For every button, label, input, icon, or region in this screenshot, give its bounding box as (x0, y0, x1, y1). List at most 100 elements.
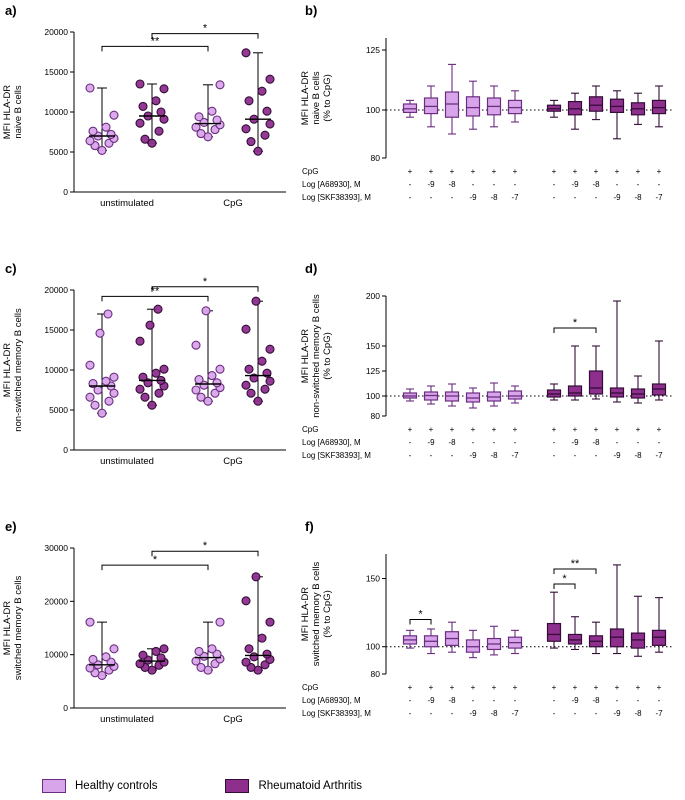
data-point (262, 649, 272, 659)
treatment-value: - (409, 709, 412, 718)
y-tick-label: 10000 (44, 365, 68, 375)
data-point (215, 364, 225, 374)
treatment-value: + (471, 425, 476, 434)
sig-bracket (101, 45, 209, 52)
data-point (265, 376, 275, 386)
treatment-value: + (636, 683, 641, 692)
data-point (207, 106, 217, 116)
treatment-value: -8 (592, 438, 600, 447)
data-point (159, 364, 169, 374)
treatment-value: + (573, 683, 578, 692)
treatment-value: - (493, 180, 496, 189)
data-point (241, 324, 251, 334)
data-point (159, 84, 169, 94)
treatment-value: + (513, 425, 518, 434)
treatment-value: - (493, 696, 496, 705)
treatment-value: - (472, 696, 475, 705)
panel-d-letter: d) (305, 261, 318, 276)
chart-switched-box: 80 100 150 MFI HLA-DR switched memory B cell… (300, 524, 685, 781)
data-point (97, 408, 107, 418)
treatment-row-label: Log [SKF38393], M (302, 193, 371, 202)
treatment-value: - (595, 451, 598, 460)
box (507, 390, 523, 400)
sig-bracket (409, 618, 432, 625)
data-point (191, 340, 201, 350)
treatment-value: -9 (469, 451, 477, 460)
y-tick-label: 80 (371, 411, 381, 421)
treatment-value: + (408, 167, 413, 176)
treatment-row-label: CpG (302, 425, 318, 434)
y-tick-label: 0 (63, 703, 68, 713)
data-point (194, 375, 204, 385)
panel-e-letter: e) (5, 519, 17, 534)
treatment-value: - (637, 438, 640, 447)
data-point (257, 633, 267, 643)
panel-a: a) 0 5000 10000 15000 20000 MFI HLA-DR naive B… (0, 0, 300, 258)
data-point (156, 653, 166, 663)
treatment-value: - (553, 451, 556, 460)
data-point (151, 368, 161, 378)
data-point (109, 110, 119, 120)
treatment-value: + (636, 167, 641, 176)
legend-swatch-healthy (42, 779, 66, 793)
legend-swatch-ra (225, 779, 250, 793)
treatment-value: + (408, 425, 413, 434)
data-point (246, 388, 256, 398)
treatment-value: + (513, 167, 518, 176)
box (630, 632, 646, 649)
y-axis-label: MFI HLA-DR (2, 343, 13, 398)
treatment-value: - (574, 709, 577, 718)
treatment-value: -8 (490, 193, 498, 202)
treatment-value: -8 (448, 180, 456, 189)
treatment-value: - (637, 180, 640, 189)
treatment-value: -8 (448, 438, 456, 447)
panel-c-letter: c) (5, 261, 17, 276)
treatment-value: -7 (511, 451, 519, 460)
treatment-value: + (594, 167, 599, 176)
box (546, 622, 562, 642)
chart-switched-scatter: 0 10000 20000 30000 MFI HLA-DR switched memor… (0, 524, 298, 769)
y-tick-label: 125 (366, 366, 380, 376)
data-point (199, 380, 209, 390)
panel-d: d) 80 100 125 150 200 MFI HLA-DR non-switched … (300, 258, 685, 516)
data-point (90, 400, 100, 410)
data-point (135, 336, 145, 346)
treatment-value: + (657, 425, 662, 434)
y-axis-label: (% to CpG) (322, 74, 333, 122)
y-tick-label: 150 (366, 574, 380, 584)
legend-item-ra: Rheumatoid Arthritis (225, 779, 362, 793)
panel-a-letter: a) (5, 3, 17, 18)
data-point (260, 130, 270, 140)
treatment-row-label: Log [SKF38393], M (302, 709, 371, 718)
treatment-value: - (595, 193, 598, 202)
y-axis-label: switched memory B cells (13, 575, 24, 680)
treatment-value: + (636, 425, 641, 434)
treatment-value: -8 (592, 696, 600, 705)
treatment-value: + (657, 683, 662, 692)
treatment-value: + (471, 683, 476, 692)
y-axis-label: MFI HLA-DR (300, 71, 311, 126)
data-point (97, 145, 107, 155)
y-tick-label: 200 (366, 291, 380, 301)
treatment-value: - (553, 696, 556, 705)
sig-bracket (101, 295, 209, 302)
data-point (88, 654, 98, 665)
x-tick-label: CpG (223, 198, 243, 209)
treatment-value: - (595, 709, 598, 718)
data-point (241, 124, 251, 134)
data-point (241, 596, 251, 606)
treatment-value: + (594, 683, 599, 692)
sig-label: ** (571, 558, 580, 570)
data-point (196, 662, 206, 673)
sig-bracket (553, 327, 597, 333)
y-axis-label: MFI HLA-DR (2, 601, 13, 656)
y-tick-label: 10000 (44, 107, 68, 117)
treatment-value: - (451, 193, 454, 202)
data-point (253, 396, 263, 406)
data-point (101, 376, 111, 386)
y-axis-label: non-switched memory B cells (13, 308, 24, 432)
sig-bracket (553, 568, 597, 574)
treatment-value: + (657, 167, 662, 176)
data-point (244, 96, 254, 106)
y-axis-label: naive B cells (311, 71, 322, 125)
